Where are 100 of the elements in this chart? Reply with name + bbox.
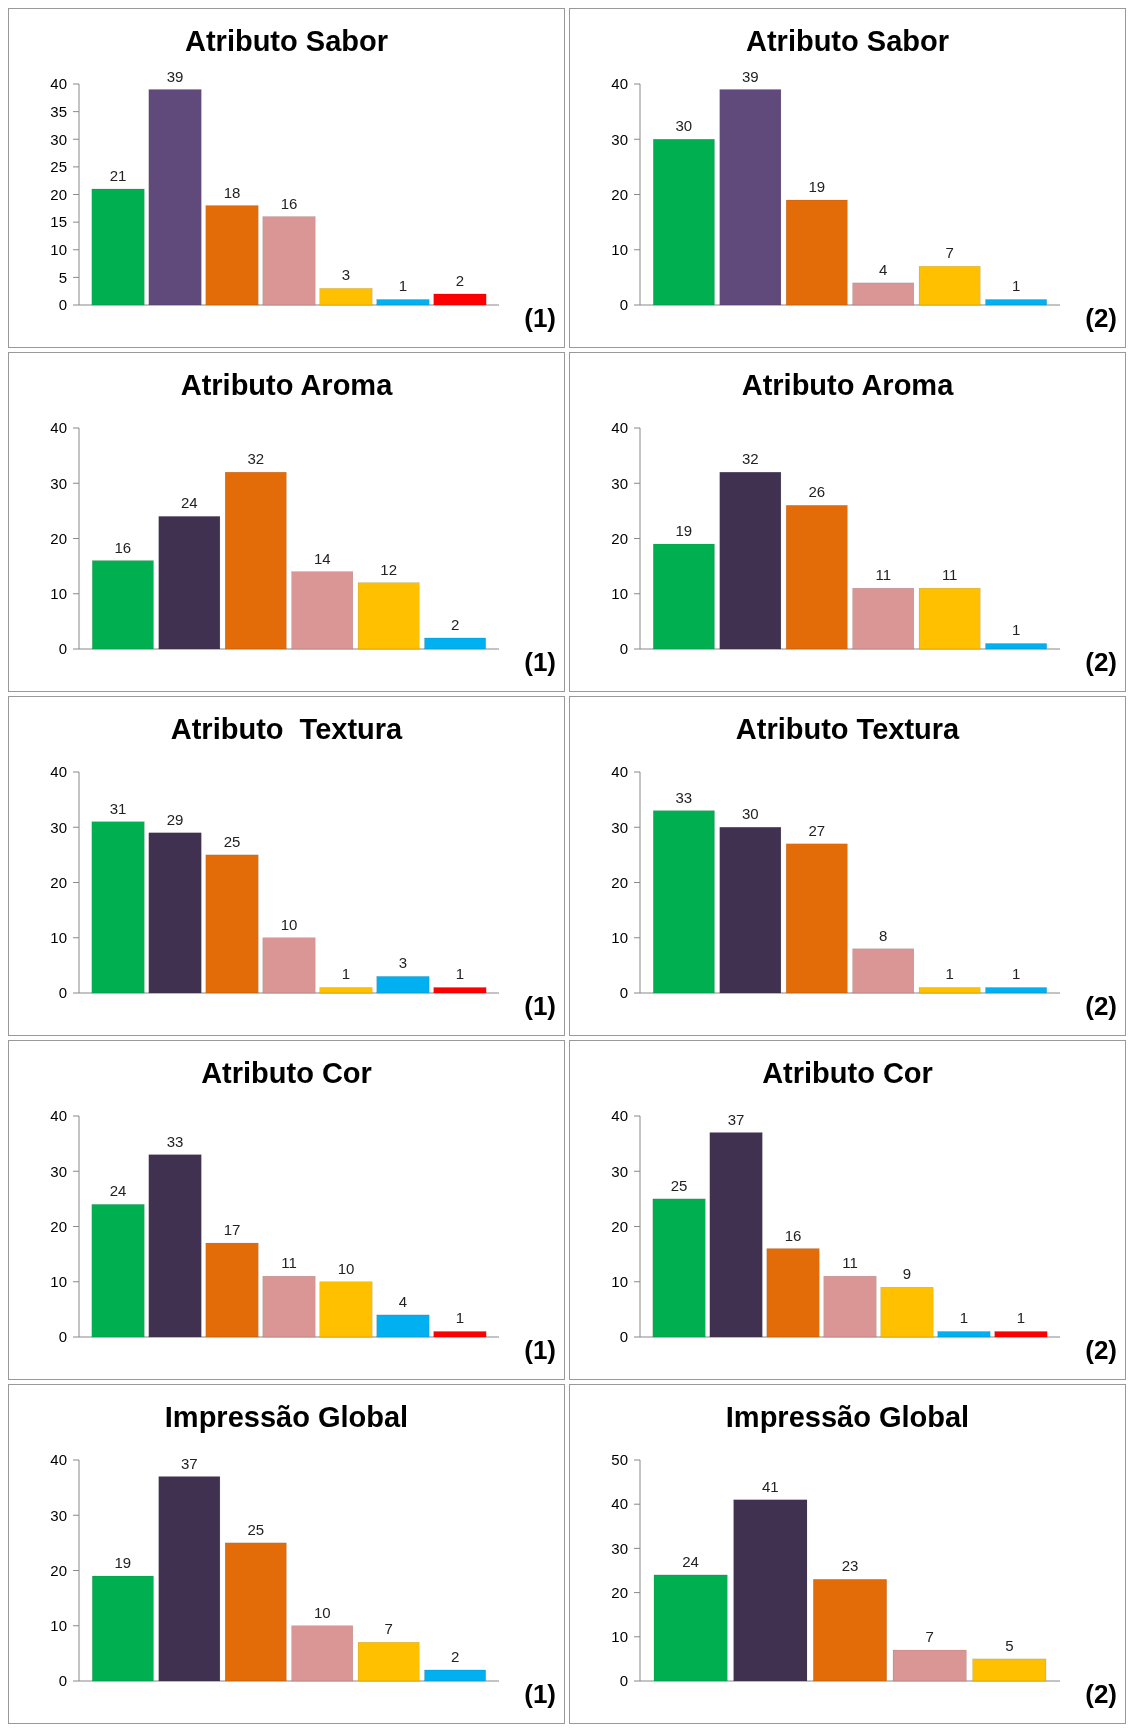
bar [719,89,782,306]
bar [262,1275,316,1338]
bar [880,1287,934,1338]
y-tick-label: 10 [50,241,67,258]
text: (2) [1085,1335,1117,1365]
chart-title: Atributo Cor [201,1057,372,1089]
bar [319,288,373,306]
bar [148,832,202,994]
y-tick-label: 20 [50,1217,67,1235]
y-tick-label: 30 [50,474,67,492]
text: (2) [1085,303,1117,333]
y-tick-label: 30 [50,1506,67,1524]
y-tick-label: 5 [58,268,67,286]
data-label: 32 [247,450,265,468]
data-label: 1 [959,1309,969,1327]
bar [985,299,1047,306]
y-tick-label: 35 [50,102,67,120]
data-label: 1 [455,965,465,983]
y-tick-label: 20 [50,1561,67,1579]
y-tick-label: 30 [611,130,628,148]
bar [823,1275,877,1338]
data-label: 29 [166,810,184,828]
y-tick-label: 10 [50,929,67,946]
bar [148,1154,202,1338]
data-label: 32 [741,450,759,468]
chart-title: Atributo Aroma [180,369,394,401]
bar [205,1242,259,1338]
y-tick-label: 10 [50,585,67,602]
data-label: 14 [313,549,331,567]
text: (2) [1085,1679,1117,1709]
data-label: 18 [223,183,241,201]
data-label: 23 [841,1557,859,1575]
data-label: 7 [945,244,954,262]
chart-title: Impressão Global [725,1401,970,1433]
data-label: 4 [879,260,888,278]
bar [158,1476,221,1682]
bar [91,821,145,994]
y-tick-label: 20 [611,1583,628,1601]
bar [972,1658,1047,1682]
bar [433,1331,487,1338]
y-tick-label: 40 [611,1495,628,1513]
chart-title: Atributo Sabor [746,25,949,57]
data-label: 39 [166,67,184,85]
data-label: 2 [450,1647,460,1665]
bar [653,543,715,650]
data-label: 8 [879,926,888,944]
data-label: 10 [313,1603,331,1621]
y-tick-label: 40 [50,763,67,781]
y-tick-label: 20 [611,1217,628,1235]
bar [994,1331,1048,1338]
y-tick-label: 20 [611,873,628,891]
text: (2) [1085,647,1117,677]
data-label: 5 [1005,1636,1014,1654]
chart-title: Atributo Textura [735,713,961,745]
bar [424,1669,486,1682]
data-label: 9 [902,1265,912,1283]
bar [205,205,259,306]
bar [985,643,1047,650]
data-label: 1 [945,965,954,983]
data-label: 21 [109,166,127,184]
y-tick-label: 40 [50,1107,67,1125]
y-tick-label: 20 [50,529,67,547]
chart-title: Atributo Cor [762,1057,933,1089]
data-label: 11 [875,566,892,584]
data-label: 17 [223,1221,241,1239]
data-label: 19 [808,178,826,196]
bar [205,854,259,994]
y-tick-label: 20 [50,873,67,891]
bar [224,471,287,650]
bar [433,987,487,994]
y-tick-label: 50 [611,1451,628,1469]
data-label: 31 [109,799,127,817]
data-label: 39 [741,67,759,85]
bar [92,560,154,650]
bar [852,282,915,306]
bar [852,948,915,994]
y-tick-label: 0 [58,640,67,658]
data-label: 2 [450,615,460,633]
chart-title: Atributo Sabor [185,25,388,57]
y-tick-label: 20 [50,185,67,203]
data-label: 3 [341,266,351,284]
data-label: 30 [741,805,759,823]
data-label: 1 [1011,621,1021,639]
data-label: 7 [925,1628,934,1646]
data-label: 37 [180,1454,198,1472]
y-tick-label: 10 [611,929,628,946]
text: (1) [524,991,556,1021]
bar [892,1649,967,1682]
y-tick-label: 0 [58,1328,67,1346]
y-tick-label: 0 [58,1672,67,1690]
data-label: 10 [337,1259,355,1277]
data-label: 19 [675,522,693,540]
y-tick-label: 0 [619,1328,628,1346]
data-label: 41 [761,1477,779,1495]
text: (1) [524,1679,556,1709]
bar [424,637,486,650]
bar [937,1331,991,1338]
y-tick-label: 10 [611,1273,628,1290]
data-label: 33 [166,1132,184,1150]
data-label: 25 [223,832,241,850]
